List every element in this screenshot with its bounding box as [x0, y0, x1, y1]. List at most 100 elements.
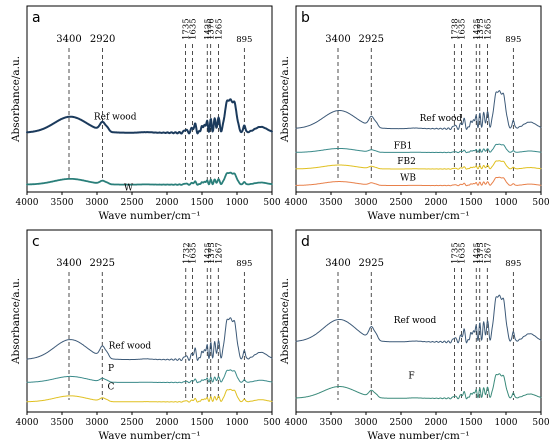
- y-axis-label: Absorbance/a.u.: [279, 278, 291, 365]
- x-axis-label: Wave number/cm⁻¹: [367, 430, 469, 442]
- series-line-ref-wood: [295, 294, 542, 344]
- series-line-w: [26, 171, 273, 186]
- panel-b: 4000 3500 3000 2500 2000 1500 1000 500 Wave numb…: [279, 5, 550, 222]
- x-tick-label: 3000: [355, 198, 378, 208]
- series-label-ref-wood: Ref wood: [109, 342, 152, 352]
- peak-label: 1635: [458, 242, 468, 264]
- x-tick-label: 1000: [495, 418, 518, 428]
- plot-frame: [26, 229, 273, 413]
- series-label-ref-wood: Ref wood: [94, 113, 137, 123]
- series-label-wb: WB: [400, 173, 416, 183]
- x-tick-label: 4000: [285, 418, 308, 428]
- plot-frame: [295, 229, 542, 413]
- peak-label: 2925: [90, 258, 115, 269]
- peak-label: 1267: [483, 242, 493, 264]
- peak-label: 1732: [182, 242, 192, 264]
- x-tick-label: 1000: [226, 418, 249, 428]
- peak-label: 1635: [189, 18, 199, 40]
- peak-label: 3400: [56, 34, 81, 45]
- x-tick-label: 2500: [390, 198, 413, 208]
- peak-label: 3400: [325, 34, 350, 45]
- peak-label: 1425: [472, 18, 482, 40]
- panel-letter: c: [32, 234, 40, 250]
- y-axis-label: Absorbance/a.u.: [10, 56, 22, 143]
- x-tick-label: 3000: [355, 418, 378, 428]
- x-tick-label: 2500: [121, 198, 144, 208]
- x-tick-label: 3000: [86, 198, 109, 208]
- series-label-fb2: FB2: [397, 157, 416, 167]
- x-tick-label: 4000: [16, 198, 39, 208]
- series-label-w: W: [124, 183, 134, 193]
- series-line-wb: [295, 176, 542, 187]
- x-tick-label: 2500: [121, 418, 144, 428]
- series-label-p: P: [108, 364, 114, 374]
- peak-label: 1375: [476, 18, 486, 40]
- x-tick-label: 2000: [425, 198, 448, 208]
- peak-label: 1735: [451, 242, 461, 264]
- series-label-c: C: [108, 382, 115, 392]
- series-label-ref-wood: Ref wood: [394, 316, 437, 326]
- peak-label: 1425: [203, 18, 213, 40]
- x-tick-label: 3500: [51, 418, 74, 428]
- peak-label: 1375: [476, 242, 486, 264]
- panel-c: 4000 3500 3000 2500 2000 1500 1000 500 Wave numb…: [10, 229, 281, 442]
- peak-label: 895: [236, 35, 252, 45]
- panel-letter: b: [301, 10, 310, 26]
- x-tick-label: 1000: [226, 198, 249, 208]
- peak-label: 1375: [207, 242, 217, 264]
- peak-label: 895: [236, 259, 252, 269]
- x-axis-label: Wave number/cm⁻¹: [367, 210, 469, 222]
- peak-label: 1735: [182, 18, 192, 40]
- peak-label: 1265: [483, 18, 493, 40]
- x-tick-label: 500: [532, 418, 549, 428]
- panel-letter: d: [301, 234, 310, 250]
- series-line-ref-wood: [26, 317, 273, 361]
- panel-a: 4000 3500 3000 2500 2000 1500 1000 500 Wave numb…: [10, 5, 281, 222]
- series-label-f: F: [408, 372, 414, 382]
- peak-label: 1267: [214, 242, 224, 264]
- peak-label: 2920: [90, 34, 115, 45]
- x-tick-label: 3500: [320, 198, 343, 208]
- x-tick-label: 1500: [191, 418, 214, 428]
- x-tick-label: 1500: [460, 418, 483, 428]
- series-line-fb2: [295, 160, 542, 170]
- peak-label: 3400: [325, 258, 350, 269]
- x-tick-label: 2000: [156, 198, 179, 208]
- peak-label: 1376: [207, 18, 217, 40]
- peak-label: 1635: [189, 242, 199, 264]
- x-tick-label: 2000: [425, 418, 448, 428]
- x-tick-label: 4000: [285, 198, 308, 208]
- x-tick-label: 3000: [86, 418, 109, 428]
- series-label-fb1: FB1: [394, 141, 413, 151]
- series-line-fb1: [295, 143, 542, 154]
- panel-letter: a: [32, 10, 41, 26]
- x-tick-label: 2500: [390, 418, 413, 428]
- series-line-ref-wood: [295, 90, 542, 130]
- series-line-ref-wood: [26, 98, 273, 135]
- x-tick-label: 500: [532, 198, 549, 208]
- y-axis-label: Absorbance/a.u.: [279, 56, 291, 143]
- x-tick-label: 500: [263, 198, 280, 208]
- peak-label: 1738: [450, 18, 460, 40]
- x-tick-label: 1500: [460, 198, 483, 208]
- peak-label: 1265: [214, 18, 224, 40]
- series-line-p: [26, 369, 273, 384]
- plot-frame: [295, 5, 542, 193]
- x-tick-label: 2000: [156, 418, 179, 428]
- x-axis-label: Wave number/cm⁻¹: [98, 430, 200, 442]
- series-line-c: [26, 388, 273, 403]
- series-line-f: [295, 373, 542, 400]
- peak-label: 1425: [472, 242, 482, 264]
- peak-label: 1635: [458, 18, 468, 40]
- x-tick-label: 3500: [320, 418, 343, 428]
- series-label-ref-wood: Ref wood: [420, 114, 463, 124]
- peak-label: 895: [505, 35, 521, 45]
- plot-frame: [26, 5, 273, 193]
- peak-label: 2925: [359, 258, 384, 269]
- x-tick-label: 4000: [16, 418, 39, 428]
- peak-label: 2925: [359, 34, 384, 45]
- x-tick-label: 1000: [495, 198, 518, 208]
- x-tick-label: 3500: [51, 198, 74, 208]
- peak-label: 895: [505, 259, 521, 269]
